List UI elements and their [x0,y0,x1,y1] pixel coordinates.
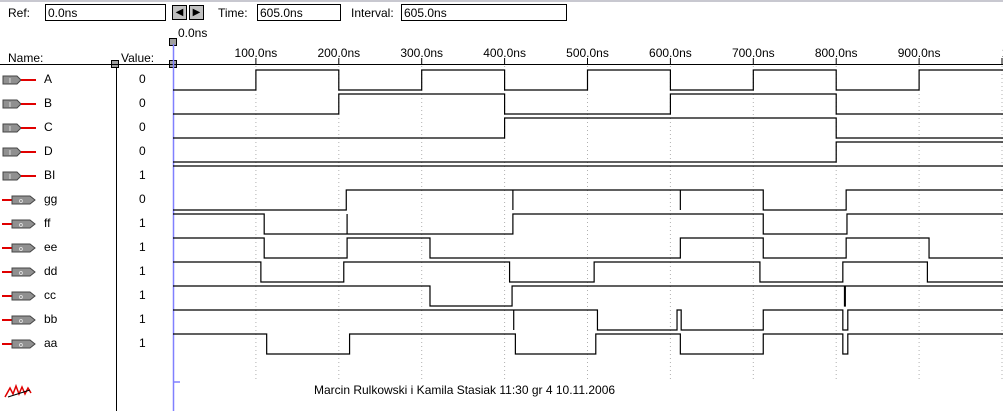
signal-name[interactable]: bb [44,312,58,326]
signal-value: 0 [139,192,146,206]
output-pin-icon: o [2,266,36,278]
signal-name[interactable]: A [44,72,53,86]
output-pin-icon: o [2,314,36,326]
input-pin-icon: I [2,170,36,182]
signal-name[interactable]: dd [44,264,58,278]
svg-text:o: o [19,318,23,325]
input-pin-icon: I [2,122,36,134]
time-label: 1.0 [1002,46,1003,60]
footer-note: Marcin Rulkowski i Kamila Stasiak 11:30 … [314,383,616,397]
time-label: 600.0ns [649,46,692,60]
signal-name[interactable]: B [44,96,53,110]
output-pin-icon: o [2,194,36,206]
time-label: 700.0ns [731,46,775,60]
name-column-header: Name: [8,51,44,65]
time-label: Time: [218,6,248,20]
svg-text:o: o [19,198,23,205]
value-column-header: Value: [121,51,155,65]
signal-value: 1 [139,312,146,326]
time-label: 800.0ns [814,46,858,60]
signal-value: 1 [139,168,146,182]
time-field[interactable]: 605.0ns [257,4,341,21]
signal-name[interactable]: ff [44,216,51,230]
signal-name[interactable]: C [44,120,53,134]
output-pin-icon: o [2,242,36,254]
svg-text:o: o [19,246,23,253]
signal-value: 1 [139,336,146,350]
signal-value: 0 [139,144,146,158]
input-pin-icon: I [2,74,36,86]
interval-field[interactable]: 605.0ns [401,4,567,21]
time-label: 400.0ns [483,46,526,60]
time-label: 100.0ns [234,46,278,60]
waveform-D [173,141,1003,163]
time-label: 500.0ns [566,46,609,60]
signal-name[interactable]: BI [44,168,56,182]
waveform-ee [173,237,1003,259]
signal-value: 0 [139,96,146,110]
header-divider [0,64,1003,65]
waveform-cc [173,285,1003,307]
ref-label: Ref: [8,6,31,20]
output-pin-icon: o [2,218,36,230]
input-pin-icon: I [2,98,36,110]
svg-text:I: I [9,126,11,133]
signal-value: 1 [139,264,146,278]
time-label: 300.0ns [400,46,444,60]
svg-text:I: I [9,174,11,181]
signal-value: 0 [139,120,146,134]
toolbar [0,0,1003,25]
signal-name[interactable]: aa [44,336,58,350]
waveform-gg [173,189,1003,211]
ref-field[interactable]: 0.0ns [45,4,166,21]
waveform-C [173,117,1003,139]
interval-label: Interval: [351,6,394,20]
signal-name[interactable]: cc [44,288,56,302]
waveform-A [173,69,1003,91]
signal-name[interactable]: ee [44,240,58,254]
svg-text:o: o [19,270,23,277]
svg-text:o: o [19,222,23,229]
svg-text:o: o [19,294,23,301]
signal-name[interactable]: D [44,144,53,158]
signal-value: 1 [139,216,146,230]
svg-text:o: o [19,342,23,349]
waveform-bb [173,309,1003,331]
waveform-ff [173,213,1003,235]
arrow-left-icon[interactable]: ◀ [172,5,187,20]
output-pin-icon: o [2,338,36,350]
svg-text:I: I [9,150,11,157]
time-label: 200.0ns [317,46,361,60]
input-pin-icon: I [2,146,36,158]
waveform-B [173,93,1003,115]
time-label: 900.0ns [897,46,941,60]
svg-text:I: I [9,102,11,109]
signal-name[interactable]: gg [44,192,58,206]
cursor-time-label: 0.0ns [178,26,208,40]
output-pin-icon: o [2,290,36,302]
waveform-aa [173,333,1003,355]
waveform-dd [173,261,1003,283]
signal-value: 1 [139,240,146,254]
signal-value: 0 [139,72,146,86]
column-divider [116,68,117,411]
app-logo-icon [4,383,34,398]
arrow-right-icon[interactable]: ▶ [189,5,204,20]
signal-value: 1 [139,288,146,302]
svg-text:I: I [9,78,11,85]
